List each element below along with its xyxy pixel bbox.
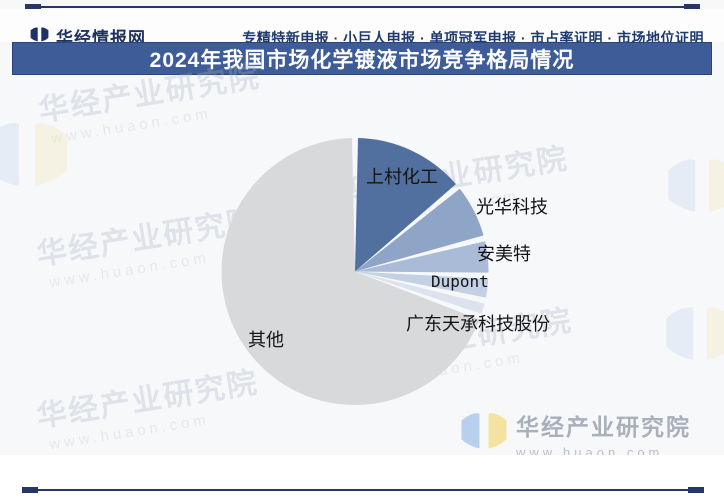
corner-watermark-text: 华经产业研究院 [516, 414, 691, 440]
pie-label-tiancheng-tech: 广东天承科技股份 [406, 314, 550, 334]
header: 华经情报网 专精特新申报 · 小巨人申报 · 单项冠军申报 · 市占率证明 · … [0, 9, 724, 48]
pie-label-guanghua-tech: 光华科技 [476, 197, 548, 217]
huajing-logo-icon [664, 298, 724, 375]
chart-title-bar: 2024年我国市场化学镀液市场竞争格局情况 [12, 42, 712, 75]
pie-label-dupont: Dupont [431, 272, 489, 291]
top-rule [25, 4, 700, 10]
pie-label-atotech: 安美特 [477, 244, 531, 264]
chart-title: 2024年我国市场化学镀液市场竞争格局情况 [149, 48, 575, 72]
pie-slice-3 [355, 271, 489, 298]
pie-slice-0 [355, 138, 456, 272]
footer: www.huaon.com 资料来源：公开资料，华经产业研究院整理 [0, 455, 724, 500]
pie-slice-1 [355, 188, 484, 272]
pie-chart [205, 121, 505, 421]
pie-slice-2 [355, 241, 489, 273]
huajing-logo-icon [30, 25, 49, 49]
huajing-logo-icon [0, 112, 70, 203]
pie-slice-5 [221, 138, 480, 405]
bottom-rule [22, 487, 704, 493]
huajing-logo-icon [666, 150, 724, 227]
pie-label-shangcun-chemical: 上村化工 [366, 167, 438, 187]
pie-label-others: 其他 [248, 330, 284, 350]
pie-slice-4 [355, 271, 485, 314]
